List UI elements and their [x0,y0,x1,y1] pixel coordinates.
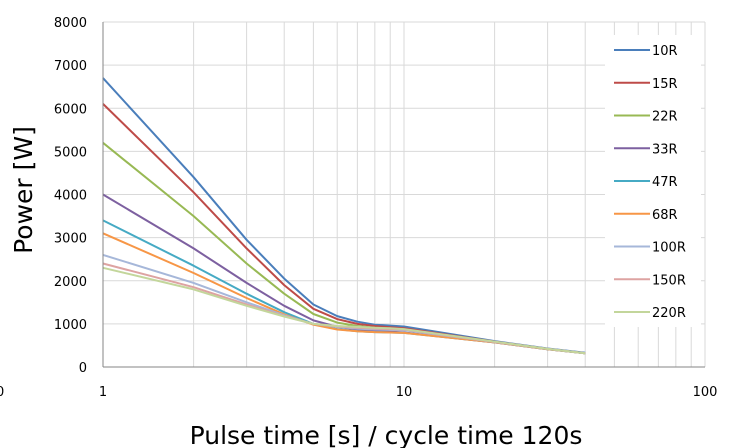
legend-label-22R: 22R [652,110,678,125]
legend-label-100R: 100R [652,241,686,256]
x-axis-title: Pulse time [s] / cycle time 120s [190,421,583,448]
legend: 10R 15R 22R 33R 47R 68R 100R 150R 220R [614,44,686,321]
legend-label-68R: 68R [652,208,678,223]
legend-label-10R: 10R [652,44,678,59]
y-tick-label-2: 2000 [54,275,87,290]
y-tick-label-3: 3000 [54,232,87,247]
y-tick-label-0: 0 [79,361,87,376]
y-tick-label-5: 5000 [54,145,87,160]
axes [102,22,705,368]
tick-labels: 0 1000 2000 3000 4000 5000 6000 7000 8000 1 10 100 [54,16,718,400]
legend-label-33R: 33R [652,142,678,157]
series-lines [102,77,586,355]
y-axis-title: Power [W] [9,126,38,254]
series-line-220R [102,266,586,355]
legend-label-15R: 15R [652,77,678,92]
x-tick-label-1: 10 [396,385,413,400]
y-tick-label-4: 4000 [54,189,87,204]
x-tick-label-2: 100 [693,385,718,400]
legend-label-220R: 220R [652,306,686,321]
y-tick-label-1: 1000 [54,318,87,333]
x-tick-label-0: 1 [99,385,107,400]
y-tick-label-7: 7000 [54,59,87,74]
y-tick-label-6: 6000 [54,102,87,117]
stray-tick-label: 0 [0,385,4,400]
legend-label-150R: 150R [652,273,686,288]
legend-label-47R: 47R [652,175,678,190]
y-tick-label-8: 8000 [54,16,87,31]
